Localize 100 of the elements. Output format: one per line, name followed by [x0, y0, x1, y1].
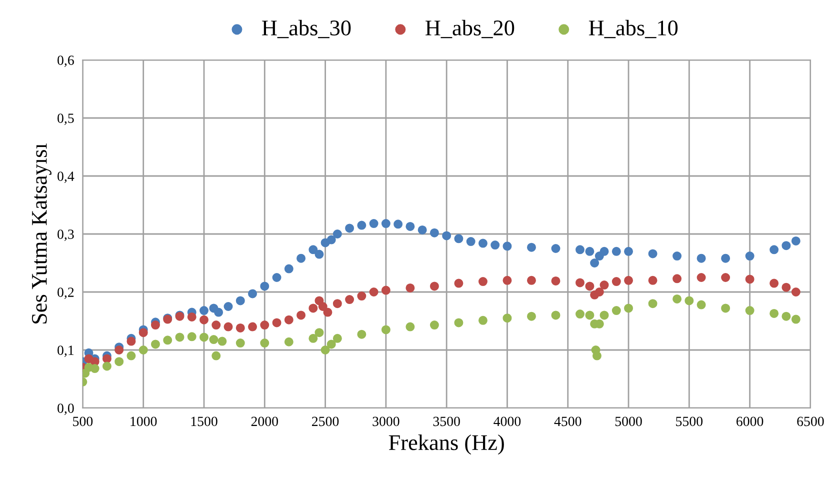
x-tick-label: 2500 [312, 416, 339, 426]
y-axis-title: Ses Yutma Katsayısı [32, 143, 52, 324]
point [502, 314, 512, 323]
point [648, 249, 658, 258]
x-tick-label: 5000 [615, 416, 642, 426]
x-tick-label: 6500 [797, 416, 824, 426]
x-tick-label: 500 [73, 416, 93, 426]
point [624, 276, 634, 285]
point [594, 288, 604, 296]
point [478, 316, 488, 325]
point [308, 245, 318, 254]
point [526, 276, 536, 285]
point [721, 254, 730, 263]
point [672, 274, 682, 284]
point [369, 219, 378, 228]
point [163, 336, 172, 345]
point [199, 315, 208, 324]
point [284, 337, 294, 346]
point [406, 322, 415, 332]
point [236, 338, 245, 348]
point [284, 264, 294, 274]
point [126, 336, 136, 346]
point [187, 312, 196, 322]
point [585, 246, 594, 256]
point [782, 312, 791, 321]
point [600, 246, 609, 256]
point [381, 325, 390, 334]
point [590, 258, 600, 268]
x-tick-label: 1500 [191, 416, 218, 426]
point [502, 276, 512, 285]
point [357, 292, 366, 301]
point [326, 235, 336, 244]
point [212, 351, 221, 360]
point [791, 288, 800, 296]
y-tick-label: 0,1 [58, 346, 74, 357]
x-tick-label: 3000 [372, 416, 400, 426]
point [770, 278, 779, 288]
point [684, 296, 694, 306]
point [612, 246, 621, 256]
point [314, 250, 324, 259]
point [90, 364, 100, 374]
point [672, 252, 682, 261]
point [791, 236, 800, 246]
point [102, 354, 112, 364]
point [600, 280, 609, 290]
point [770, 245, 779, 254]
point [381, 219, 390, 228]
point [332, 230, 342, 238]
point [345, 224, 354, 233]
point [212, 320, 221, 330]
point [236, 296, 245, 306]
point [260, 338, 270, 348]
point [585, 310, 594, 320]
point [418, 225, 427, 234]
point [214, 308, 224, 317]
x-tick-label: 4500 [554, 416, 582, 426]
point [248, 322, 258, 332]
x-axis-title: Frekans (Hz) [388, 434, 504, 455]
legend-label: H_abs_30 [262, 20, 351, 38]
point [624, 304, 634, 313]
point [199, 332, 208, 342]
point [272, 273, 282, 282]
point [526, 312, 536, 321]
point [150, 340, 160, 349]
point [199, 306, 208, 316]
point [332, 299, 342, 308]
point [745, 306, 754, 316]
x-tick-label: 1000 [130, 416, 157, 426]
y-tick-label: 0,2 [58, 288, 74, 299]
point [296, 310, 306, 320]
point [357, 220, 366, 230]
point [454, 234, 464, 244]
point [576, 245, 584, 254]
point [585, 282, 594, 291]
point [308, 334, 318, 343]
x-tick-label: 4000 [494, 416, 521, 426]
point [648, 299, 658, 308]
point [284, 315, 294, 324]
point [224, 302, 233, 311]
point [260, 282, 270, 291]
point [394, 220, 403, 229]
point [236, 323, 245, 332]
point [442, 231, 452, 240]
point [782, 282, 791, 292]
point [600, 310, 609, 320]
point [490, 240, 500, 250]
legend-label: H_abs_10 [588, 20, 678, 38]
point [218, 336, 227, 346]
point [696, 273, 706, 282]
point [576, 278, 584, 288]
x-tick-label: 5500 [676, 416, 703, 426]
point [406, 283, 415, 292]
point [721, 273, 730, 282]
point [381, 286, 390, 295]
point [326, 340, 336, 349]
point [592, 351, 602, 360]
point [102, 362, 112, 371]
y-tick-label: 0,5 [58, 114, 74, 125]
point [114, 357, 124, 366]
point [248, 289, 258, 298]
